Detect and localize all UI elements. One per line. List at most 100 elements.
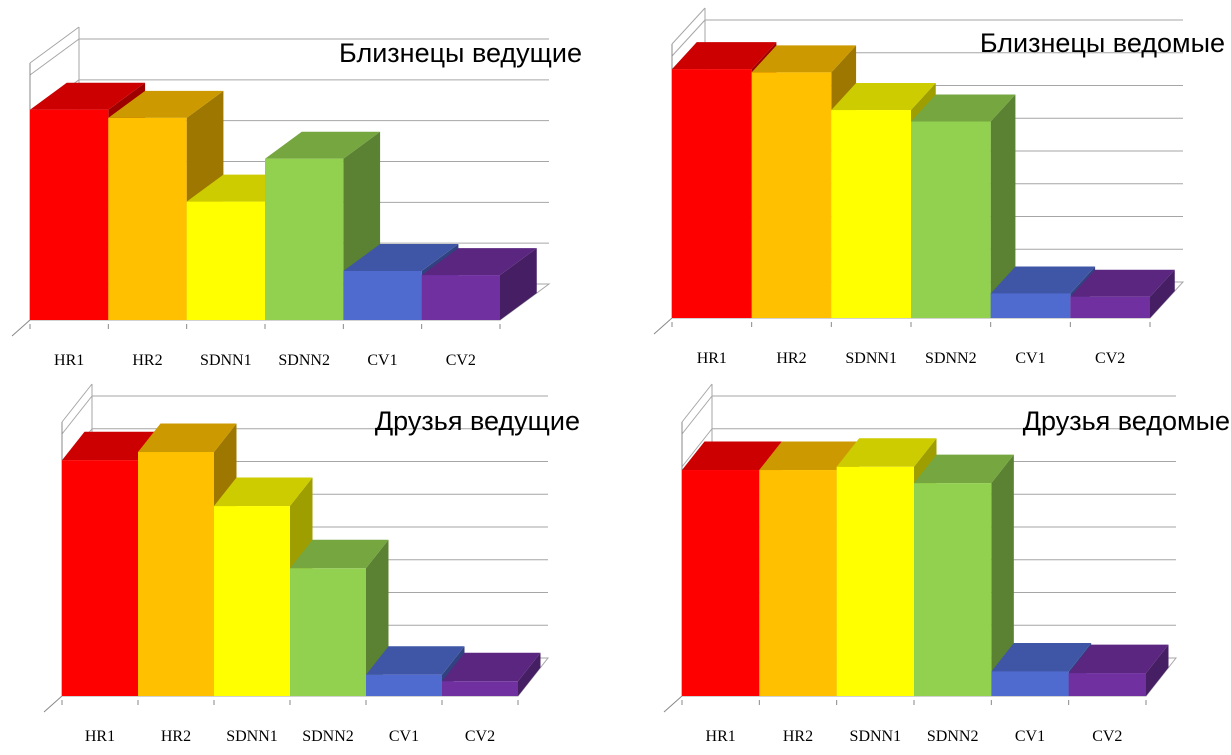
- bar-front-sdnn1: [186, 201, 265, 320]
- side-gridline: [681, 428, 713, 468]
- category-label: HR2: [132, 352, 162, 369]
- bar-front-sdnn2: [911, 121, 991, 318]
- side-gridline: [671, 19, 706, 57]
- category-label: SDNN1: [226, 728, 278, 745]
- bar-side-cv2: [1150, 269, 1175, 318]
- bar-top-sdnn1: [836, 438, 937, 467]
- chart-title: Друзья ведомые: [1023, 406, 1230, 436]
- category-label: CV2: [446, 352, 476, 369]
- bar-sdnn2: [914, 454, 1014, 696]
- side-gridline: [29, 38, 80, 76]
- bar-top-cv2: [1068, 644, 1169, 674]
- bar-front-cv1: [991, 671, 1069, 696]
- category-label: CV1: [1015, 728, 1045, 745]
- chart-title: Друзья ведущие: [375, 406, 580, 436]
- category-label: CV2: [465, 728, 495, 745]
- depth-axis-stub: [653, 317, 673, 335]
- category-label: SDNN2: [925, 350, 977, 367]
- category-label: HR1: [54, 352, 84, 369]
- bar-side-sdnn2: [990, 94, 1016, 318]
- chart-title: Близнецы ведущие: [339, 38, 582, 68]
- wall-top-edge: [61, 383, 93, 423]
- category-label: HR1: [85, 728, 115, 745]
- bar-front-hr2: [759, 470, 837, 696]
- bar-side-sdnn2: [991, 454, 1014, 696]
- bar-top-sdnn2: [265, 131, 381, 159]
- bar-front-cv2: [1070, 296, 1150, 318]
- bar-front-hr1: [682, 470, 760, 696]
- depth-axis-stub: [11, 319, 31, 337]
- bar-top-hr1: [30, 82, 146, 110]
- bar-top-sdnn2: [914, 454, 1014, 484]
- bar-front-hr1: [30, 109, 109, 320]
- category-label: CV2: [1095, 350, 1125, 367]
- category-label: CV1: [389, 728, 419, 745]
- bar-front-hr2: [751, 72, 832, 318]
- bar-top-cv1: [366, 646, 465, 675]
- bar-top-sdnn2: [290, 539, 389, 569]
- category-label: HR1: [697, 350, 727, 367]
- bar-front-sdnn2: [290, 568, 366, 696]
- bar-front-cv2: [1068, 673, 1146, 696]
- category-label: HR1: [706, 728, 736, 745]
- bar-top-cv2: [421, 248, 537, 276]
- bar-top-hr2: [108, 90, 224, 118]
- category-label: CV1: [367, 352, 397, 369]
- bar-cv2: [442, 652, 541, 696]
- bar-top-sdnn1: [214, 477, 313, 507]
- wall-top-edge: [29, 26, 80, 64]
- category-label: HR2: [776, 350, 806, 367]
- bar-front-sdnn2: [914, 483, 992, 696]
- category-label: HR2: [783, 728, 813, 745]
- bar-front-cv2: [421, 275, 500, 320]
- bar-front-hr2: [138, 452, 214, 696]
- bar-front-hr2: [108, 117, 187, 320]
- bar-side-cv2: [1146, 644, 1169, 696]
- chart-panel-twins-leading: HR1 HR2 SDNN1 SDNN2 CV1 CV2 Близнецы ведущие: [11, 26, 582, 369]
- wall-top-edge: [671, 7, 706, 45]
- chart-title: Близнецы ведомые: [980, 28, 1225, 58]
- bar-top-cv1: [991, 642, 1092, 672]
- bar-side-cv2: [518, 652, 541, 696]
- bar-top-sdnn2: [911, 94, 1016, 122]
- bar-top-cv2: [1070, 269, 1175, 297]
- side-gridline: [681, 395, 713, 435]
- bar-front-hr1: [62, 460, 138, 696]
- wall-top-edge: [681, 383, 713, 423]
- category-label: SDNN1: [850, 728, 902, 745]
- bar-top-hr2: [138, 423, 237, 453]
- bar-front-hr1: [672, 69, 752, 318]
- bar-top-hr1: [672, 42, 777, 70]
- category-label: CV2: [1092, 728, 1122, 745]
- bar-front-cv1: [990, 293, 1071, 318]
- bar-cv2: [1068, 644, 1169, 696]
- bar-cv2: [1070, 269, 1175, 318]
- category-label: HR2: [161, 728, 191, 745]
- bar-front-cv2: [442, 681, 518, 696]
- depth-axis-stub: [43, 695, 63, 713]
- chart-panel-friends-following: HR1 HR2 SDNN1 SDNN2 CV1 CV2 Друзья ведомые: [663, 383, 1230, 745]
- category-label: SDNN1: [200, 352, 252, 369]
- bar-side-cv2: [500, 248, 537, 320]
- bar-front-cv1: [343, 271, 422, 320]
- bar-front-cv1: [366, 674, 442, 696]
- bar-top-hr2: [759, 441, 860, 471]
- side-gridline: [61, 395, 93, 435]
- bar-top-cv1: [343, 244, 459, 271]
- bar-front-sdnn1: [214, 506, 290, 696]
- chart-panel-twins-following: HR1 HR2 SDNN1 SDNN2 CV1 CV2 Близнецы ведомые: [653, 7, 1225, 367]
- bar-front-sdnn1: [836, 466, 914, 696]
- chart-panel-friends-leading: HR1 HR2 SDNN1 SDNN2 CV1 CV2 Друзья ведущие: [43, 383, 580, 745]
- bar-top-cv2: [442, 652, 541, 682]
- category-label: SDNN2: [302, 728, 354, 745]
- bar-top-sdnn1: [831, 83, 936, 111]
- category-label: SDNN1: [845, 350, 897, 367]
- depth-axis-stub: [663, 695, 683, 713]
- bar-front-sdnn2: [265, 158, 344, 320]
- bar-top-hr1: [682, 441, 782, 471]
- bar-top-hr1: [62, 431, 161, 461]
- bar-front-sdnn1: [831, 110, 911, 318]
- bar-top-cv1: [990, 266, 1096, 294]
- category-label: CV1: [1015, 350, 1045, 367]
- bar-top-hr2: [751, 45, 857, 73]
